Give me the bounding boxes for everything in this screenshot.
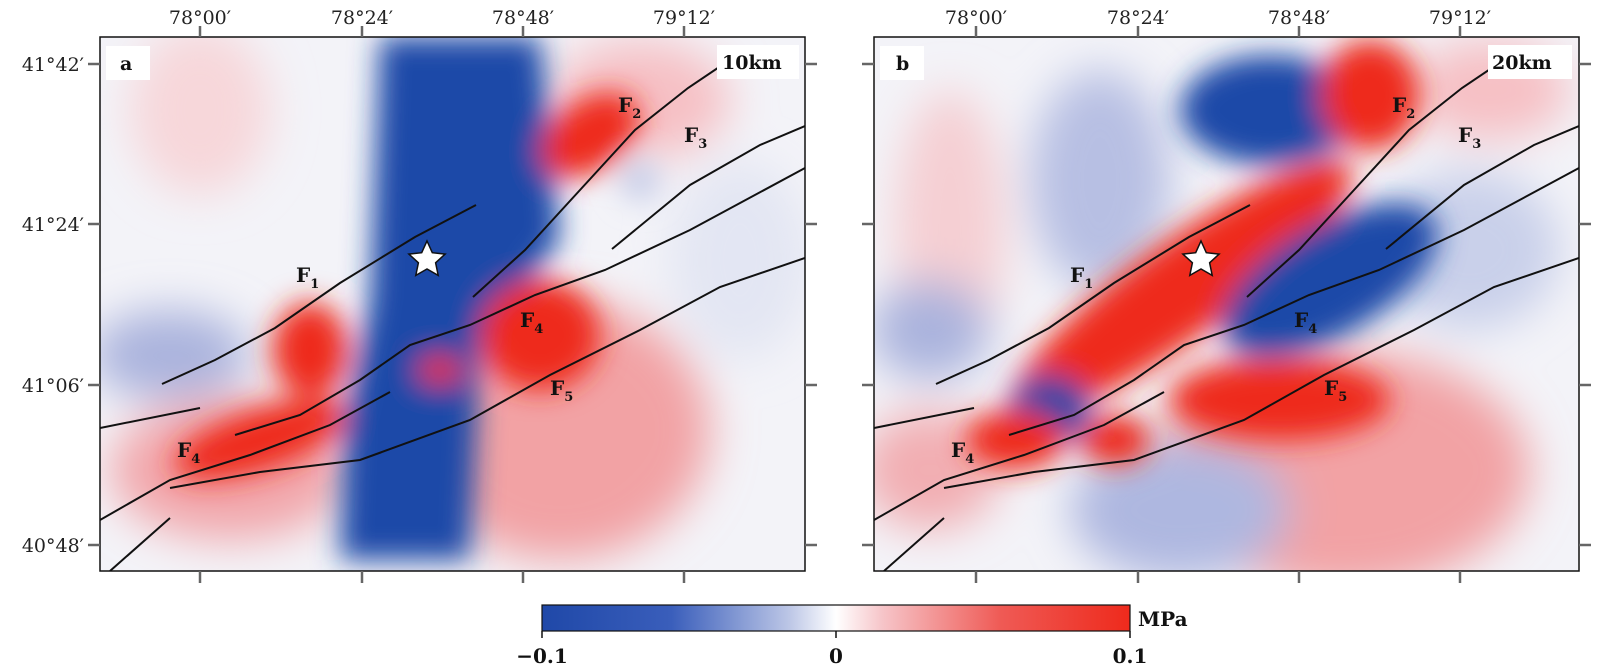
colorbar: −0.1 0 0.1 MPa [516,604,1188,668]
panel-letter-a: a [120,53,132,75]
star-icon [407,239,447,277]
y-tick-labels-a: 41°42′ 41°24′ 41°06′ 40°48′ [22,54,84,557]
x-tick-label: 79°12′ [1429,7,1491,29]
map-frame-b [873,36,1580,572]
x-tick-label: 78°24′ [331,7,393,29]
y-tick-label: 40°48′ [22,535,84,557]
x-tick-label: 78°48′ [492,7,554,29]
map-frame-a [99,36,806,572]
stress-field-b [874,37,1579,571]
y-tick-label: 41°42′ [22,54,84,76]
panel-letter-box-a [106,46,150,80]
colorbar-ticks [541,631,1131,638]
depth-label-box-a [717,45,799,79]
fault-lines-b [874,52,1579,571]
y-tick-label: 41°24′ [22,214,84,236]
x-tick-labels-a: 78°00′ 78°24′ 78°48′ 79°12′ [169,7,715,29]
colorbar-min-label: −0.1 [516,644,568,668]
panel-letter-box-b [880,46,924,80]
star-icon [1181,239,1221,277]
colorbar-unit: MPa [1138,607,1188,631]
colorbar-gradient [541,604,1131,632]
x-tick-label: 79°12′ [653,7,715,29]
colorbar-max-label: 0.1 [1113,644,1148,668]
fault-lines-a [100,52,805,571]
panel-b: F1 F2 F3 F4 F4 F5 b 20km 78°00′ 78°24′ 7… [862,7,1591,583]
x-tick-labels-b: 78°00′ 78°24′ 78°48′ 79°12′ [945,7,1491,29]
x-tick-label: 78°48′ [1268,7,1330,29]
y-tick-label: 41°06′ [22,375,84,397]
panel-letter-b: b [896,53,909,75]
ticks-b [862,26,1591,583]
panel-a: F1 F2 F3 F4 F4 F5 a 10km 78°00′ 78°24′ 7… [22,7,817,583]
depth-label-box-b [1488,45,1572,79]
x-tick-label: 78°24′ [1107,7,1169,29]
ticks-a [88,26,817,583]
x-tick-label: 78°00′ [169,7,231,29]
stress-field-a [100,37,805,571]
colorbar-mid-label: 0 [829,644,843,668]
depth-label-b: 20km [1492,52,1552,74]
x-tick-label: 78°00′ [945,7,1007,29]
depth-label-a: 10km [722,52,782,74]
